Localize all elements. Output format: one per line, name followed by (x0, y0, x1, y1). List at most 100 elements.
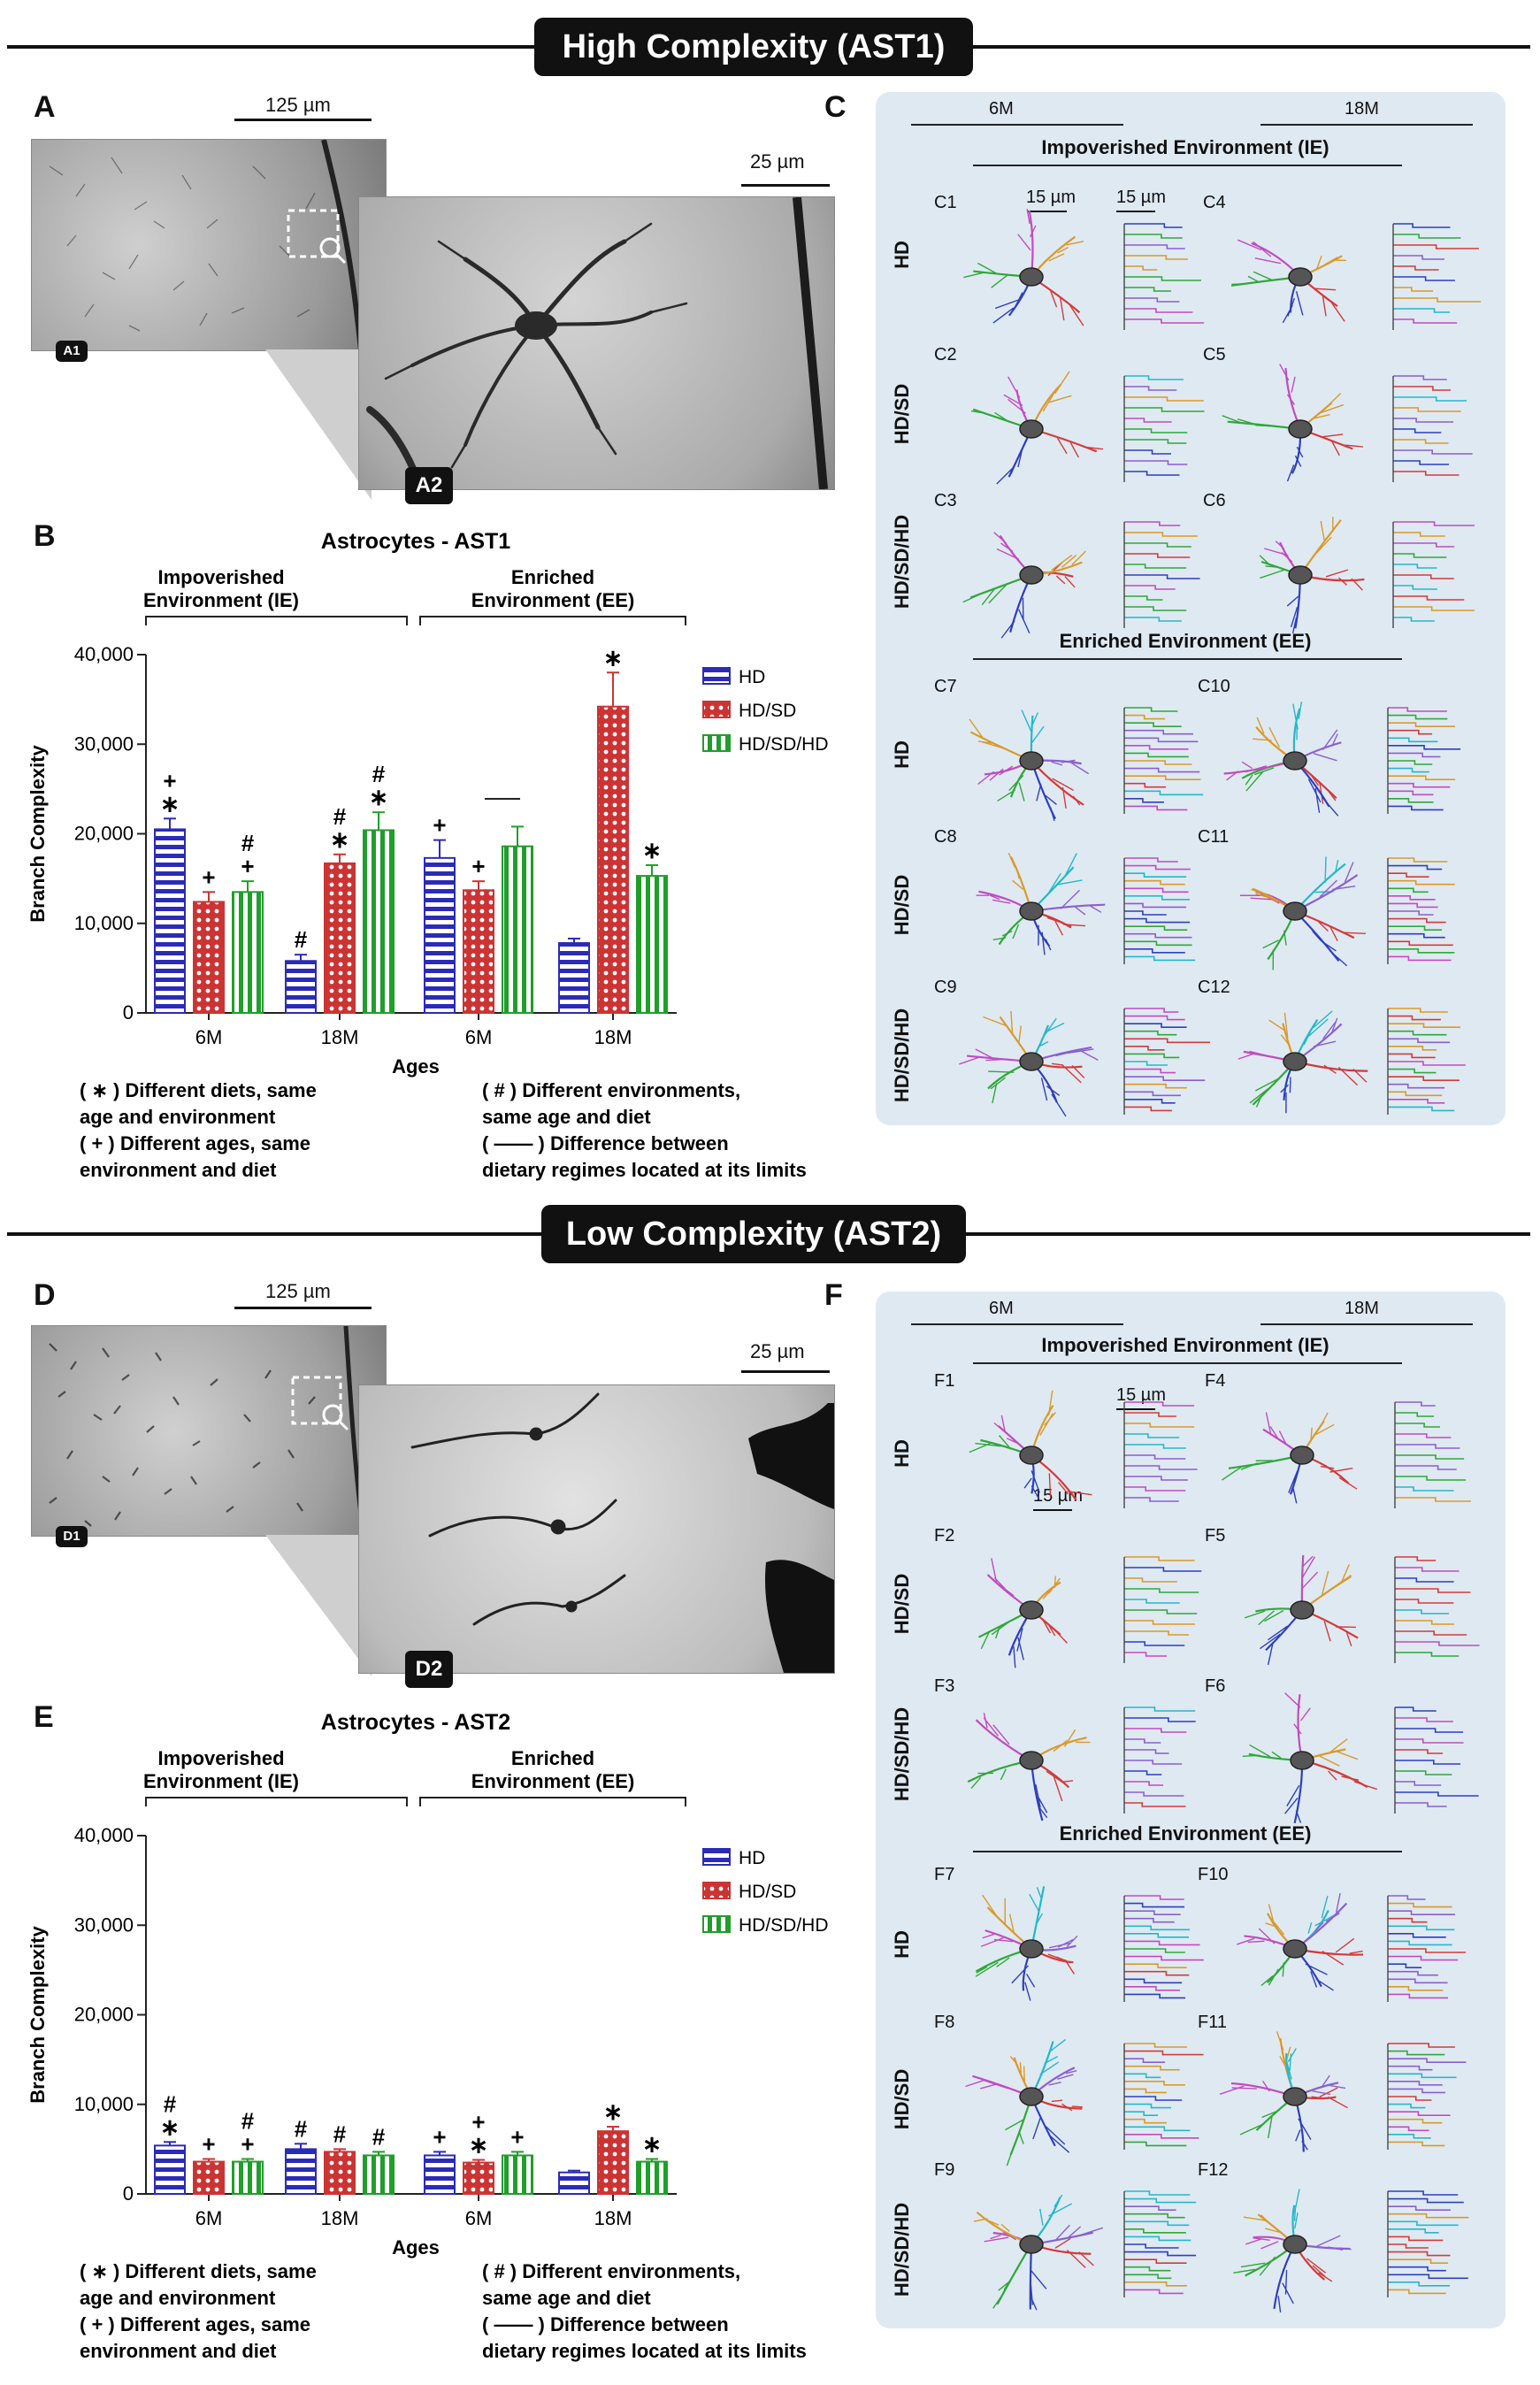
dendrogram-branch (1124, 2088, 1167, 2094)
significance-mark: ∗ (160, 790, 180, 817)
dendrogram-branch (1124, 471, 1180, 476)
process-sub-branch (1001, 930, 1013, 937)
process-sub-branch (1337, 1751, 1359, 1760)
process-sub-branch (1044, 1022, 1065, 1033)
dendrogram-branch (1124, 1933, 1190, 1938)
dendrogram-branch (1393, 396, 1467, 402)
dendrogram-branch (1124, 1955, 1204, 1961)
process-sub-branch (1010, 1010, 1014, 1035)
dendrogram-branch (1388, 1053, 1436, 1059)
dendrogram-branch (1124, 1486, 1186, 1492)
bar (424, 2154, 456, 2196)
dendrogram-branch (1124, 244, 1185, 249)
y-tick-label: 30,000 (74, 1913, 134, 1936)
process-sub-branch (1315, 1978, 1334, 1991)
dendrogram-branch (1395, 1476, 1467, 1481)
process-sub-branch (1314, 1914, 1335, 1927)
process-sub-branch (1054, 2237, 1071, 2249)
cell-label: C1 (934, 193, 957, 212)
process-sub-branch (1262, 2081, 1270, 2092)
significance-mark: ∗ (160, 2113, 180, 2140)
process-sub-branch (1340, 1564, 1350, 1584)
dendrogram-branch (1124, 1781, 1164, 1786)
legend-note: ( + ) Different ages, same (80, 1132, 310, 1154)
process-sub-branch (1053, 2194, 1063, 2207)
dendrogram-branch (1124, 407, 1205, 412)
legend-note: same age and diet (482, 2287, 651, 2309)
dendrogram-branch (1124, 418, 1172, 423)
dendrogram-branch (1388, 2081, 1443, 2086)
dendrogram-branch (1388, 864, 1443, 870)
process-sub-branch (1253, 271, 1274, 281)
soma (1283, 1052, 1307, 1071)
dendrogram-branch (1395, 1486, 1454, 1492)
process-sub-branch (1290, 606, 1299, 628)
process-sub-branch (1302, 1555, 1314, 1567)
reconstruction (1242, 1692, 1479, 1824)
significance-mark: + (433, 812, 446, 839)
dendrogram-branch (1388, 917, 1446, 924)
process-sub-branch (1289, 2053, 1292, 2071)
dendrogram-branch (1124, 2205, 1176, 2211)
process-sub-branch (1240, 1462, 1259, 1470)
dendrogram-branch (1395, 1706, 1437, 1712)
cell-label: C2 (934, 345, 957, 364)
cell-label: F12 (1198, 2160, 1229, 2180)
process-sub-branch (1045, 794, 1057, 805)
legend-note: environment and diet (80, 2340, 277, 2362)
process-sub-branch (1237, 1053, 1254, 1060)
process-sub-branch (1267, 1642, 1274, 1666)
process-sub-branch (982, 741, 1008, 750)
soma (1019, 901, 1044, 921)
dendrogram-branch (1124, 1401, 1195, 1407)
process-sub-branch (1072, 795, 1081, 806)
bar (597, 2130, 629, 2195)
process-sub-branch (1294, 455, 1302, 467)
cell-label: C5 (1203, 345, 1226, 364)
dendrogram-branch (1124, 805, 1188, 811)
process-sub-branch (1237, 1937, 1255, 1945)
process-sub-branch (992, 1724, 1010, 1745)
process-sub-branch (1334, 860, 1339, 874)
process-sub-branch (994, 411, 1009, 422)
reconstruction (969, 707, 1204, 821)
dendrogram-branch (1124, 2190, 1191, 2196)
y-tick-label: 20,000 (74, 2004, 134, 2026)
dendrogram-branch (1388, 2274, 1468, 2280)
y-tick-label: 10,000 (74, 912, 134, 934)
process-sub-branch (1237, 239, 1262, 251)
dendrogram-branch (1393, 606, 1475, 611)
process-sub-branch (1323, 1621, 1331, 1642)
soma (1019, 1052, 1044, 1071)
process-sub-branch (1327, 790, 1337, 801)
process-sub-branch (970, 410, 985, 414)
dendrogram-branch (1393, 265, 1439, 271)
process-sub-branch (1319, 879, 1337, 898)
process-sub-branch (1241, 761, 1253, 770)
process-sub-branch (1032, 2116, 1042, 2140)
process-sub-branch (1029, 1893, 1040, 1912)
process-sub-branch (1286, 464, 1295, 482)
process-sub-branch (1265, 2228, 1281, 2234)
process-sub-branch (1344, 862, 1354, 883)
dendrogram-branch (1393, 297, 1482, 303)
process-sub-branch (1047, 1390, 1053, 1416)
process-sub-branch (1233, 2268, 1256, 2274)
bar (363, 2154, 395, 2196)
dendrogram-branch (1388, 2118, 1443, 2124)
process-sub-branch (1067, 1491, 1092, 1496)
process-sub-branch (1341, 1775, 1360, 1781)
process-sub-branch (991, 1558, 998, 1583)
dendrogram-branch (1393, 521, 1475, 526)
x-axis-label: Ages (392, 1055, 440, 1077)
process-sub-branch (1017, 448, 1023, 468)
process-sub-branch (1351, 578, 1363, 591)
dendrogram-branch (1388, 887, 1429, 893)
dendrogram-branch (1124, 910, 1167, 916)
bar (285, 2148, 317, 2195)
dendrogram-branch (1124, 2043, 1187, 2048)
dendrogram-branch (1388, 752, 1441, 758)
reconstruction (1233, 2189, 1469, 2313)
process-sub-branch (1243, 2216, 1266, 2221)
process-sub-branch (1329, 950, 1348, 967)
